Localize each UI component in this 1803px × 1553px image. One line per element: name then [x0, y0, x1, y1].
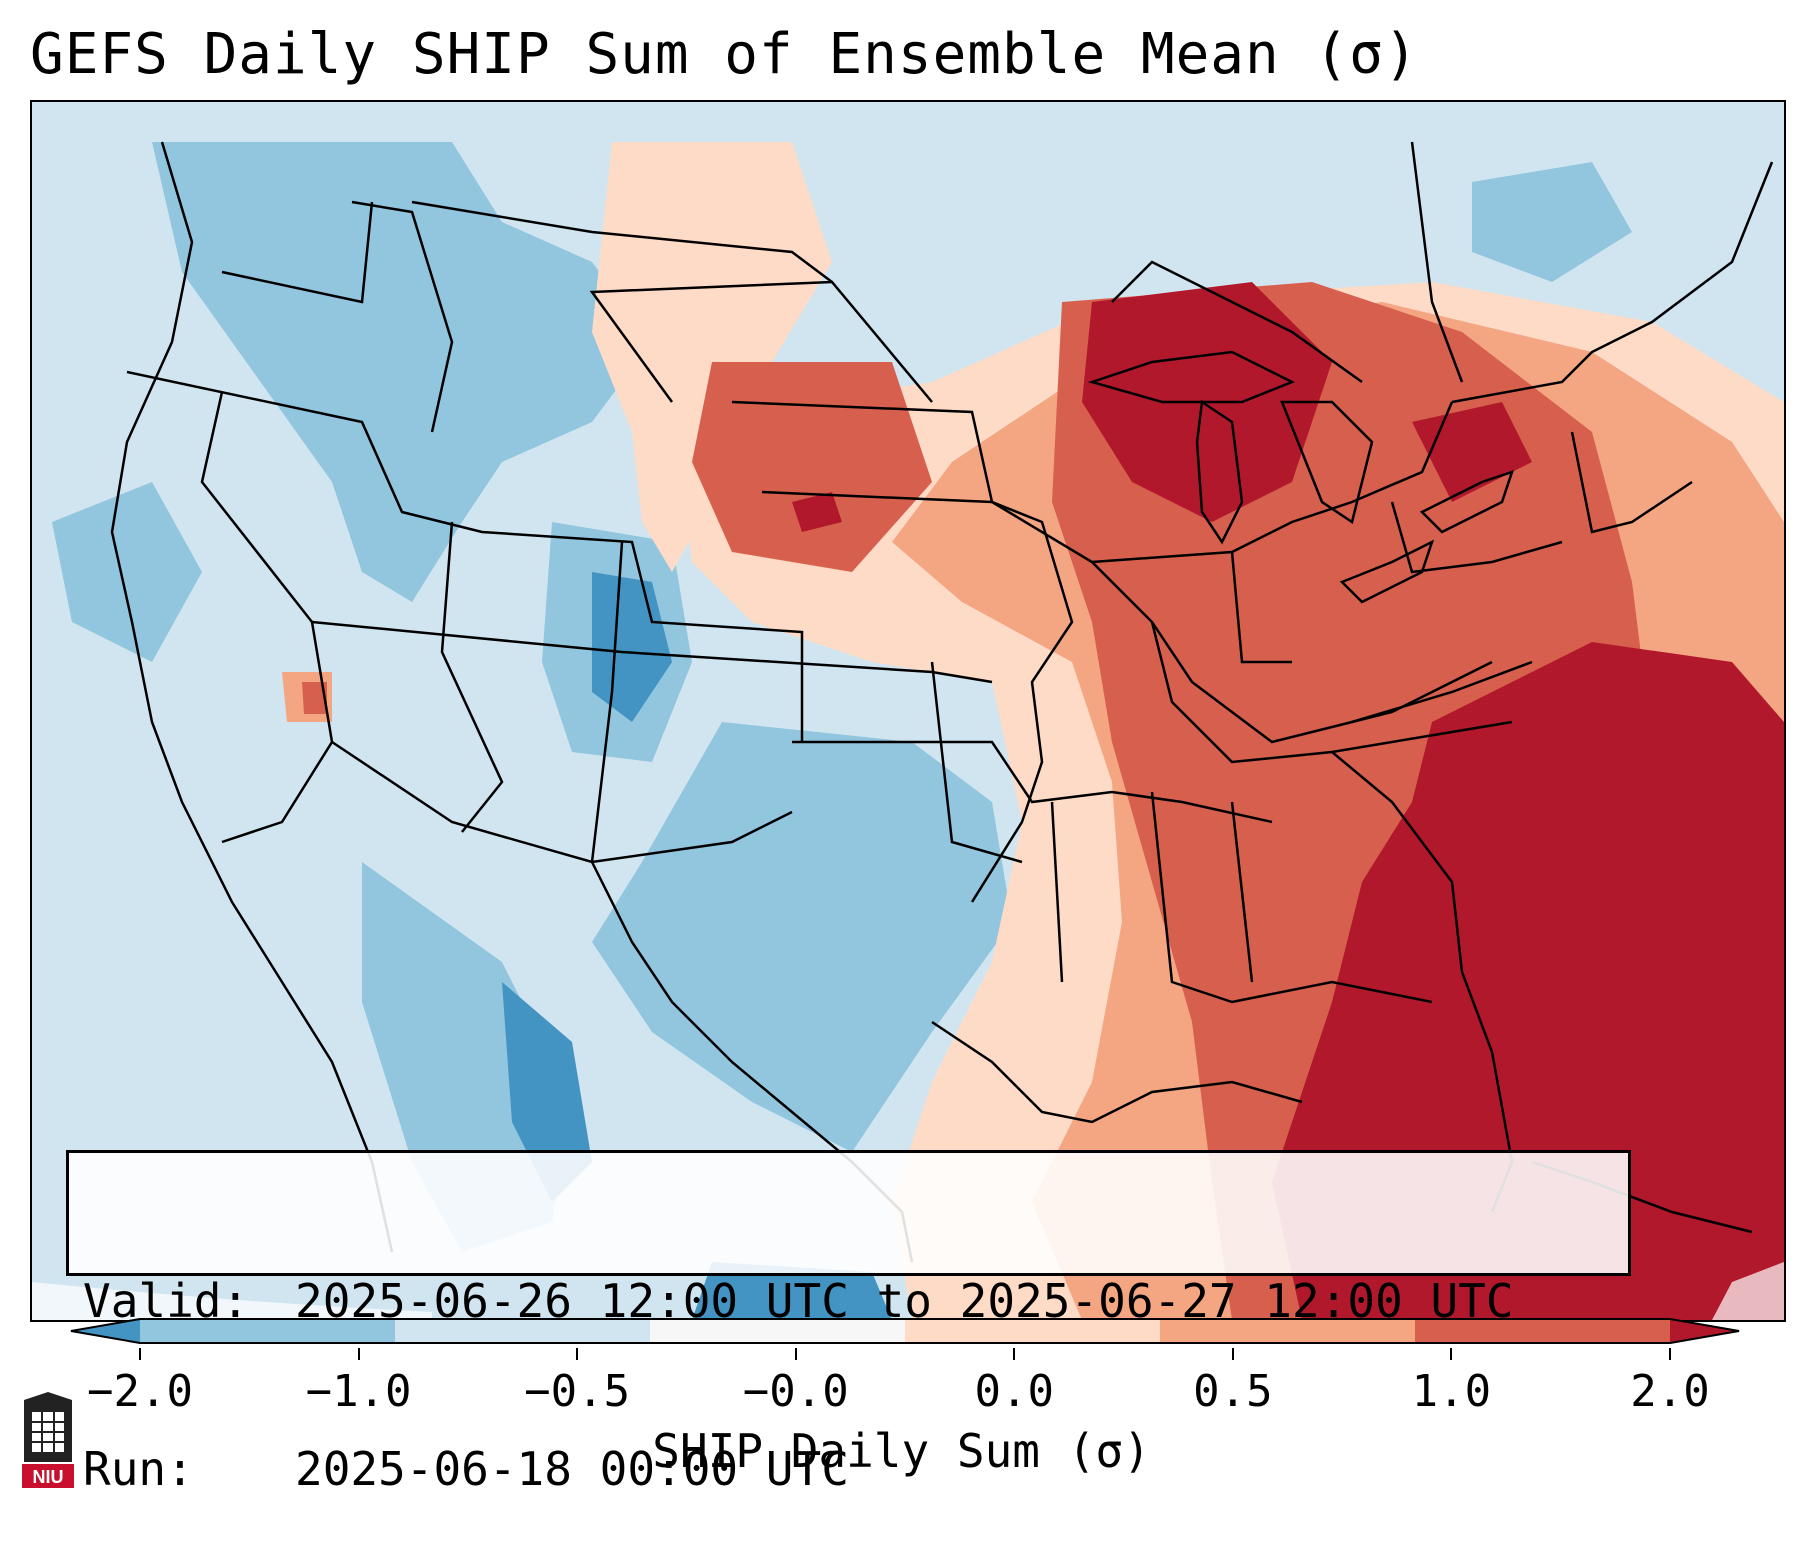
colorbar-tick-label: 2.0: [1630, 1366, 1710, 1417]
colorbar-tick-label: −2.0: [87, 1366, 193, 1417]
colorbar-tick: [139, 1348, 141, 1360]
colorbar-tick: [794, 1348, 797, 1360]
colorbar-tick-label: −0.5: [524, 1366, 631, 1417]
colorbar-tick: [357, 1348, 360, 1360]
colorbar-bin: [1160, 1318, 1416, 1344]
colorbar-tick-label: 0.0: [974, 1366, 1055, 1417]
colorbar-bin: [395, 1318, 651, 1344]
svg-text:NIU: NIU: [33, 1467, 64, 1487]
run-label: Run:: [83, 1442, 194, 1496]
colorbar-bin: [1415, 1318, 1671, 1344]
colorbar-tick: [1013, 1348, 1016, 1360]
colorbar-tick-label: 0.5: [1193, 1366, 1273, 1417]
map-panel: [30, 100, 1786, 1322]
colorbar-extend-high: [1670, 1318, 1740, 1344]
map-title: GEFS Daily SHIP Sum of Ensemble Mean (σ): [30, 22, 1419, 87]
colorbar-bin: [650, 1318, 906, 1344]
run-value: 2025-06-18 00:00 UTC: [295, 1442, 849, 1496]
colorbar-tick: [1450, 1348, 1453, 1360]
colorbar-extend-low: [70, 1318, 140, 1344]
colorbar-bin: [140, 1318, 396, 1344]
valid-run-infobox: Valid: 2025-06-26 12:00 UTC to 2025-06-27…: [66, 1150, 1631, 1496]
colorbar-tick-label: −0.0: [742, 1366, 849, 1417]
colorbar-tick: [1231, 1348, 1234, 1360]
colorbar-bin: [905, 1318, 1161, 1344]
colorbar-tick: [576, 1348, 579, 1360]
colorbar: [70, 1318, 1740, 1344]
colorbar-tick-label: 1.0: [1411, 1366, 1492, 1417]
colorbar-ticks: −2.0 −1.0 −0.5 −0.0 0.0 0.5 1.0 2.0: [0, 1348, 1803, 1417]
negative-anomaly-regions: [52, 142, 1632, 1320]
colorbar-tick: [1669, 1348, 1671, 1360]
niu-logo-icon: NIU: [22, 1392, 74, 1488]
colorbar-label: SHIP Daily Sum (σ): [652, 1424, 1151, 1478]
anomaly-field: [32, 102, 1784, 1320]
colorbar-tick-label: −1.0: [305, 1366, 412, 1417]
great-lakes-outlines: [1087, 350, 1514, 604]
